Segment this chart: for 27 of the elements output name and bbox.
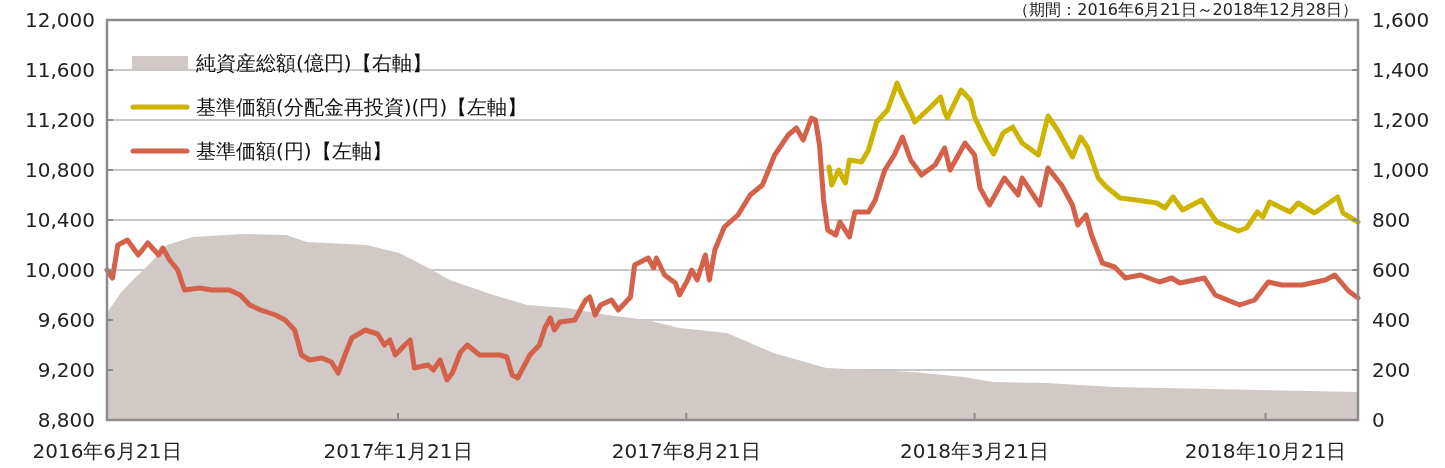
y-tick-label: 9,200	[37, 358, 95, 382]
x-tick-label: 2018年10月21日	[1184, 439, 1347, 463]
x-tick-label: 2017年8月21日	[611, 439, 761, 463]
y-tick-label: 8,800	[37, 408, 95, 432]
y2-tick-label: 1,200	[1372, 108, 1430, 132]
legend-label: 基準価額(分配金再投資)(円)【左軸】	[196, 95, 528, 119]
y2-tick-label: 400	[1372, 308, 1411, 332]
y-tick-label: 10,800	[25, 158, 95, 182]
y-tick-label: 11,200	[25, 108, 95, 132]
y-tick-label: 9,600	[37, 308, 95, 332]
y-tick-label: 10,400	[25, 208, 95, 232]
y2-tick-label: 0	[1372, 408, 1385, 432]
y-tick-label: 10,000	[25, 258, 95, 282]
x-tick-label: 2016年6月21日	[32, 439, 182, 463]
y-tick-label: 12,000	[25, 8, 95, 32]
chart-title: （期間：2016年6月21日～2018年12月28日）	[1013, 0, 1358, 19]
y2-tick-label: 800	[1372, 208, 1411, 232]
y2-tick-label: 200	[1372, 358, 1411, 382]
y-tick-label: 11,600	[25, 58, 95, 82]
legend-label: 基準価額(円)【左軸】	[196, 139, 392, 163]
y2-tick-label: 600	[1372, 258, 1411, 282]
y2-tick-label: 1,600	[1372, 8, 1430, 32]
y2-tick-label: 1,000	[1372, 158, 1430, 182]
legend-label: 純資産総額(億円)【右軸】	[196, 51, 432, 75]
x-tick-label: 2017年1月21日	[323, 439, 473, 463]
y2-tick-label: 1,400	[1372, 58, 1430, 82]
x-tick-label: 2018年3月21日	[900, 439, 1050, 463]
